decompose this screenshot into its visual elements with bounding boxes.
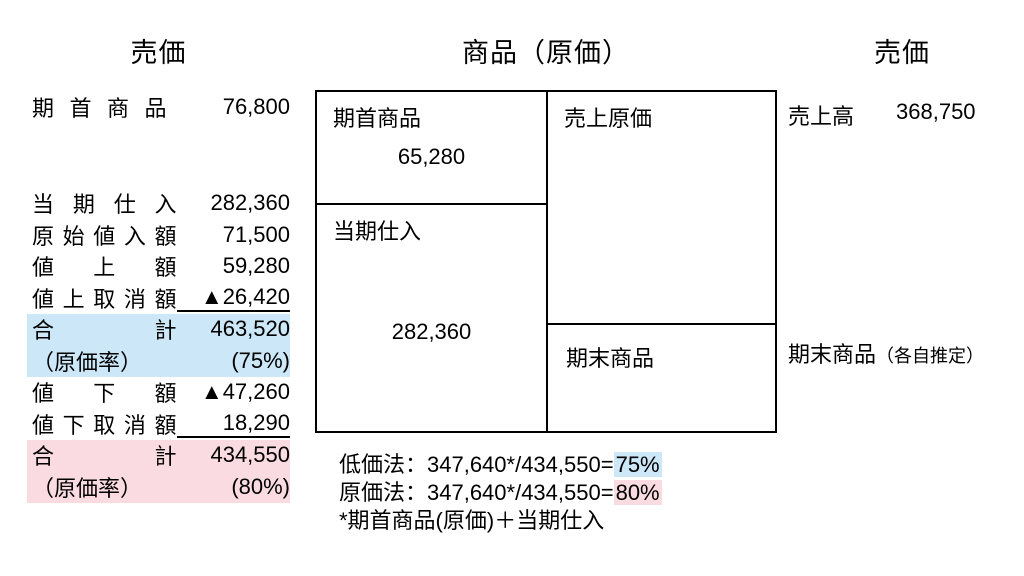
purchases-cell-value: 282,360 bbox=[391, 319, 472, 344]
cogs-cell-label: 売上原価 bbox=[564, 106, 653, 131]
row-value: (80%) bbox=[231, 473, 290, 499]
goods-cost-box: 期首商品 65,280 当期仕入 282,360 売上原価 期末商品 bbox=[315, 90, 777, 433]
row-label: 値下取消額 bbox=[32, 412, 177, 438]
formula-lower-of-cost: 低価法：347,640*/434,550=75% bbox=[339, 451, 662, 479]
goods-box-header: 商品（原価） bbox=[462, 38, 630, 68]
row-value: (75%) bbox=[231, 347, 290, 373]
row-value: 59,280 bbox=[222, 253, 290, 279]
box-vertical-divider bbox=[546, 92, 548, 431]
row-label: 値上取消額 bbox=[32, 286, 177, 312]
row-label: （原価率） bbox=[32, 475, 143, 501]
row-label: 期首商品 bbox=[32, 95, 167, 121]
row-markdown: 値下額 ▲47,260 bbox=[27, 377, 290, 409]
row-value: 71,500 bbox=[222, 221, 290, 247]
beginning-inventory-cell-label: 期首商品 bbox=[333, 106, 422, 131]
formula-lower-text: 低価法：347,640*/434,550= bbox=[339, 452, 614, 477]
row-label: 合計 bbox=[32, 318, 177, 344]
ending-inventory-note: （各自推定） bbox=[876, 346, 985, 366]
row-beginning-inventory: 期首商品 76,800 bbox=[27, 91, 290, 123]
row-value: ▲47,260 bbox=[200, 379, 290, 405]
row-markdown-cancellation: 値下取消額 18,290 bbox=[27, 408, 290, 440]
formula-cost-method: 原価法：347,640*/434,550=80% bbox=[339, 479, 662, 507]
formula-cost-text: 原価法：347,640*/434,550= bbox=[339, 480, 614, 505]
beginning-inventory-cell-value: 65,280 bbox=[397, 144, 466, 169]
sales-row: 売上高 368,750 bbox=[788, 99, 976, 131]
ending-inventory-label: 期末商品 bbox=[788, 342, 877, 367]
row-label: 値下額 bbox=[32, 381, 177, 407]
left-column-gap bbox=[27, 123, 290, 188]
row-purchases: 当期仕入 282,360 bbox=[27, 188, 290, 220]
row-value: 76,800 bbox=[222, 93, 290, 119]
row-value: 463,520 bbox=[210, 316, 290, 342]
purchases-cell-label: 当期仕入 bbox=[333, 219, 422, 244]
row-initial-markup: 原始値入額 71,500 bbox=[27, 219, 290, 251]
row-label: （原価率） bbox=[32, 349, 143, 375]
formula-block: 低価法：347,640*/434,550=75% 原価法：347,640*/43… bbox=[339, 451, 662, 535]
row-value: 434,550 bbox=[210, 442, 290, 468]
sales-label: 売上高 bbox=[788, 104, 855, 129]
row-label: 当期仕入 bbox=[32, 192, 177, 218]
left-column-header: 売価 bbox=[130, 38, 187, 68]
row-cost-ratio-80: （原価率） (80%) bbox=[27, 471, 290, 503]
box-right-cell-divider bbox=[548, 323, 775, 325]
ending-inventory-row: 期末商品（各自推定） bbox=[788, 337, 984, 369]
row-markup: 値上額 59,280 bbox=[27, 251, 290, 283]
row-value: 282,360 bbox=[210, 190, 290, 216]
row-total-cost-basis: 合計 463,520 bbox=[27, 313, 290, 345]
row-markup-cancellation: 値上取消額 ▲26,420 bbox=[27, 282, 290, 314]
row-cost-ratio-75: （原価率） (75%) bbox=[27, 345, 290, 377]
left-price-column: 期首商品 76,800 当期仕入 282,360 原始値入額 71,500 値上… bbox=[27, 91, 290, 503]
row-total-lower-basis: 合計 434,550 bbox=[27, 439, 290, 471]
row-label: 合計 bbox=[32, 444, 177, 470]
formula-lower-result: 75% bbox=[613, 452, 662, 477]
formula-cost-result: 80% bbox=[613, 480, 662, 505]
ending-inventory-cell-label: 期末商品 bbox=[566, 346, 655, 371]
formula-footnote: *期首商品(原価)＋当期仕入 bbox=[339, 508, 605, 533]
sales-value: 368,750 bbox=[896, 99, 976, 124]
row-value: ▲26,420 bbox=[176, 284, 290, 312]
box-left-cell-divider bbox=[317, 203, 546, 205]
right-column-header: 売価 bbox=[874, 38, 930, 68]
row-label: 値上額 bbox=[32, 255, 177, 281]
row-label: 原始値入額 bbox=[32, 223, 177, 249]
row-value: 18,290 bbox=[176, 410, 290, 438]
